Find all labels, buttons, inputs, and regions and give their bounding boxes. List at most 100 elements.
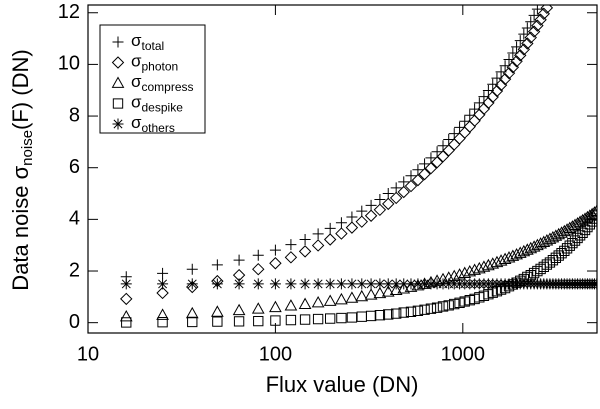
point <box>579 224 591 236</box>
point <box>382 197 395 211</box>
point <box>419 158 431 170</box>
point <box>531 5 543 15</box>
point <box>419 278 431 290</box>
point <box>285 314 297 326</box>
point <box>468 263 481 275</box>
point <box>468 114 481 127</box>
point <box>356 205 368 217</box>
point <box>186 278 198 290</box>
point <box>473 108 486 121</box>
point <box>211 259 223 271</box>
legend-marker <box>111 56 125 69</box>
point <box>299 234 311 246</box>
point <box>156 286 169 300</box>
point <box>233 316 245 327</box>
y-title-suffix: (F) (DN) <box>8 49 33 130</box>
legend-symbol: σ <box>131 52 142 71</box>
point <box>233 254 245 266</box>
point <box>443 278 455 290</box>
point <box>336 312 347 324</box>
point <box>374 310 386 321</box>
point <box>531 238 544 251</box>
point <box>458 126 471 139</box>
point <box>397 185 410 199</box>
point <box>311 239 325 252</box>
point <box>472 261 486 274</box>
point <box>323 233 337 246</box>
point <box>494 78 508 92</box>
point <box>389 283 403 296</box>
point <box>251 302 265 314</box>
point <box>437 140 449 152</box>
point <box>186 280 199 294</box>
point <box>436 150 450 163</box>
point <box>365 310 377 322</box>
point <box>356 278 368 290</box>
point <box>507 279 519 290</box>
legend-subscript: total <box>142 39 165 53</box>
point <box>591 278 597 290</box>
point <box>383 309 394 320</box>
point <box>269 244 281 256</box>
point <box>449 298 460 310</box>
point <box>412 164 424 176</box>
point <box>187 316 198 328</box>
point <box>233 278 245 290</box>
point <box>285 278 297 290</box>
point <box>253 315 264 327</box>
point <box>335 292 348 305</box>
y-tick-label: 8 <box>69 104 80 126</box>
point <box>391 308 402 319</box>
point <box>397 282 411 294</box>
point <box>521 37 534 50</box>
point <box>382 188 394 200</box>
point <box>324 278 336 290</box>
point <box>335 227 348 240</box>
x-tick-label: 100 <box>259 343 292 365</box>
point <box>482 96 495 110</box>
point <box>373 286 387 299</box>
point <box>540 5 554 15</box>
point <box>405 306 417 317</box>
point <box>534 237 547 249</box>
legend-marker <box>112 118 124 130</box>
point <box>458 266 472 278</box>
point <box>335 217 347 229</box>
point <box>373 203 387 217</box>
point <box>550 252 562 264</box>
point <box>524 31 537 44</box>
point <box>477 260 491 272</box>
point <box>514 49 527 62</box>
point <box>561 243 573 254</box>
x-axis-title: Flux value (DN) <box>266 372 419 397</box>
point <box>556 248 567 259</box>
point <box>474 292 485 303</box>
legend-symbol: σ <box>131 93 142 112</box>
point <box>364 209 378 222</box>
point <box>510 55 523 68</box>
point <box>405 278 417 290</box>
point <box>490 84 504 98</box>
y-tick-label: 0 <box>69 311 80 333</box>
point <box>459 296 470 307</box>
point <box>517 43 531 56</box>
point <box>411 173 425 187</box>
legend-label: σphoton <box>131 52 178 74</box>
legend-label: σdespike <box>131 93 183 115</box>
point <box>269 278 281 290</box>
legend-symbol: σ <box>131 31 142 50</box>
point <box>120 292 133 306</box>
point <box>574 230 586 241</box>
point <box>356 311 367 322</box>
point <box>464 109 476 121</box>
legend-subscript: others <box>142 121 175 135</box>
point <box>311 295 325 308</box>
point <box>252 278 264 290</box>
point <box>374 278 386 290</box>
point <box>506 61 520 74</box>
legend-subscript: despike <box>142 101 184 115</box>
point <box>459 115 471 127</box>
legend-label: σothers <box>131 113 175 135</box>
